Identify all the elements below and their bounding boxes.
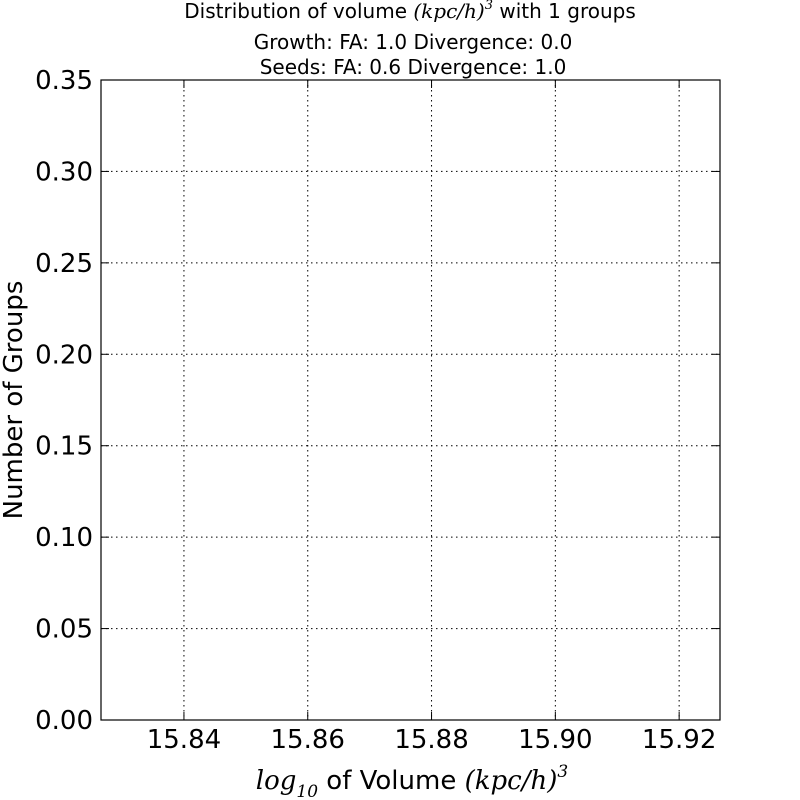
y-tick-label: 0.25: [35, 249, 93, 279]
x-axis-label-unit: (kpc/h): [465, 766, 558, 796]
chart-title-unit: (kpc/h): [413, 0, 484, 23]
chart-title-suffix: with 1 groups: [493, 0, 636, 23]
x-tick-label: 15.92: [642, 725, 716, 755]
chart-subtitle-growth: Growth: FA: 1.0 Divergence: 0.0: [254, 30, 573, 54]
chart-subtitle-seeds: Seeds: FA: 0.6 Divergence: 1.0: [260, 55, 567, 79]
x-tick-label: 15.90: [518, 725, 592, 755]
x-axis-tick-labels: 15.84 15.86 15.88 15.90 15.92: [147, 725, 717, 755]
chart-title: Distribution of volume (kpc/h)3 with 1 g…: [184, 0, 636, 23]
chart-title-prefix: Distribution of volume: [184, 0, 413, 23]
x-axis-label-text: of Volume: [318, 766, 465, 796]
y-axis-tick-labels: 0.00 0.05 0.10 0.15 0.20 0.25 0.30 0.35: [35, 66, 93, 736]
x-axis-label-unit-exponent: 3: [557, 762, 568, 782]
y-tick-label: 0.20: [35, 340, 93, 370]
chart-title-unit-exponent: 3: [485, 0, 493, 13]
plot-frame: [100, 79, 721, 721]
x-tick-label: 15.86: [271, 725, 345, 755]
y-axis-label: Number of Groups: [0, 281, 29, 520]
x-axis-label-log: log: [256, 766, 297, 796]
x-tick-label: 15.88: [394, 725, 468, 755]
y-tick-label: 0.05: [35, 615, 93, 645]
chart-title-block: Distribution of volume (kpc/h)3 with 1 g…: [184, 0, 636, 79]
plot-background: [101, 80, 720, 720]
y-tick-label: 0.30: [35, 157, 93, 187]
x-axis-label: log10 of Volume (kpc/h)3: [256, 762, 568, 800]
y-tick-label: 0.00: [35, 706, 93, 736]
y-tick-label: 0.35: [35, 66, 93, 96]
y-tick-label: 0.10: [35, 523, 93, 553]
x-tick-label: 15.84: [147, 725, 221, 755]
plot-area: [100, 79, 721, 721]
y-tick-label: 0.15: [35, 432, 93, 462]
x-axis-label-subscript: 10: [296, 782, 318, 800]
